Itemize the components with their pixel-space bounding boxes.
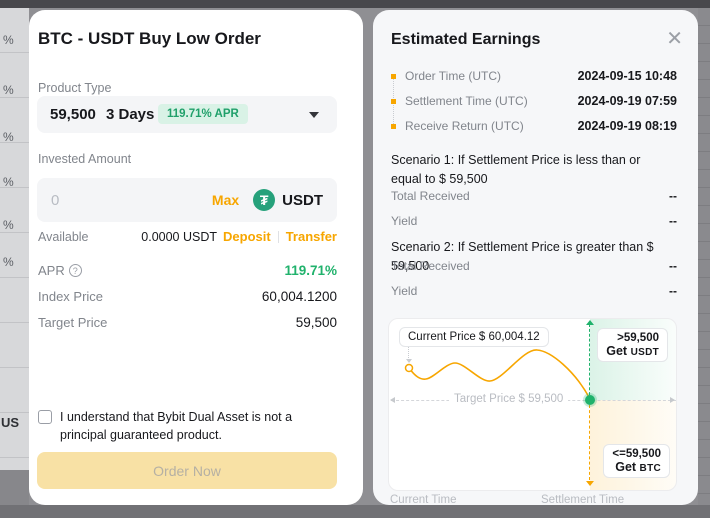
backdrop-percent: %	[3, 33, 14, 47]
scenario2-yield-row: Yield --	[391, 284, 677, 298]
invested-amount-label: Invested Amount	[38, 152, 132, 166]
timeline-row: Order Time (UTC) 2024-09-15 10:48	[391, 69, 677, 83]
estimated-earnings-panel: Estimated Earnings ✕ Order Time (UTC) 20…	[373, 10, 698, 506]
apr-help-icon[interactable]: ?	[68, 264, 82, 277]
get-asset: BTC	[639, 463, 661, 474]
invested-amount-input[interactable]	[51, 191, 212, 209]
backdrop-left-lower	[0, 470, 29, 505]
backdrop-left-text: US	[1, 415, 20, 430]
scenario2-title: Scenario 2: If Settlement Price is great…	[391, 240, 654, 273]
yield-value: --	[669, 214, 677, 228]
current-price-label: Current Price $ 60,004.12	[399, 327, 549, 347]
backdrop-percent: %	[3, 83, 14, 97]
settlement-time-label: Settlement Time (UTC)	[405, 94, 528, 108]
product-type-label: Product Type	[38, 81, 112, 95]
backdrop-percent: %	[3, 130, 14, 144]
timeline-row: Settlement Time (UTC) 2024-09-19 07:59	[391, 94, 677, 108]
apr-badge: 119.71% APR	[158, 104, 248, 124]
product-strike-price: 59,500	[50, 106, 96, 123]
settlement-time-label: Settlement Time	[541, 494, 625, 506]
backdrop-percent: %	[3, 255, 14, 269]
above-condition: >59,500	[617, 332, 659, 344]
index-price-label: Index Price	[38, 289, 104, 304]
target-price-line-label: Target Price $ 59,500	[449, 393, 569, 405]
arrow-down-icon	[586, 481, 594, 486]
index-price-value: 60,004.1200	[261, 289, 337, 304]
chevron-down-icon	[309, 112, 319, 118]
total-received-value: --	[669, 259, 677, 273]
timeline-marker	[391, 123, 396, 129]
above-target-outcome-label: >59,500 Get USDT	[597, 328, 668, 362]
settlement-intersection-dot	[585, 395, 595, 405]
get-prefix: Get	[606, 344, 628, 358]
agreement-text: I understand that Bybit Dual Asset is no…	[60, 410, 293, 442]
order-time-value: 2024-09-15 10:48	[577, 69, 677, 83]
available-row: Available 0.0000 USDT Deposit Transfer	[38, 229, 337, 244]
backdrop-right-table	[698, 8, 710, 505]
backdrop-percent: %	[3, 218, 14, 232]
available-value: 0.0000 USDT	[141, 229, 218, 244]
get-asset: USDT	[630, 347, 659, 358]
apr-label: APR	[38, 263, 65, 278]
order-card-title: BTC - USDT Buy Low Order	[38, 29, 261, 48]
arrow-up-icon	[586, 320, 594, 325]
max-button[interactable]: Max	[211, 192, 240, 208]
order-time-label: Order Time (UTC)	[405, 69, 501, 83]
target-price-value: 59,500	[295, 315, 337, 330]
receive-return-value: 2024-09-19 08:19	[577, 119, 677, 133]
close-icon[interactable]: ✕	[666, 28, 683, 50]
current-time-label: Current Time	[390, 494, 457, 506]
timeline-marker	[391, 73, 396, 79]
settlement-line-upper	[589, 324, 590, 400]
settlement-time-value: 2024-09-19 07:59	[577, 94, 677, 108]
settlement-line-lower	[589, 405, 590, 480]
target-price-label: Target Price	[38, 315, 108, 330]
current-price-connector	[408, 347, 409, 360]
agreement-checkbox[interactable]	[38, 410, 52, 424]
target-price-row: Target Price 59,500	[38, 315, 337, 330]
apr-value: 119.71%	[284, 263, 337, 278]
scenario2-total-row: Total Received --	[391, 259, 677, 273]
yield-label: Yield	[391, 214, 418, 228]
product-type-select[interactable]: 59,500 3 Days 119.71% APR	[37, 96, 337, 133]
total-received-value: --	[669, 189, 677, 203]
backdrop-left-table: % % % % % % US	[0, 8, 29, 470]
estimated-earnings-title: Estimated Earnings	[391, 31, 541, 48]
order-now-button[interactable]: Order Now	[37, 452, 337, 489]
get-prefix: Get	[615, 460, 637, 474]
usdt-icon: ₮	[253, 189, 276, 211]
backdrop-percent: %	[3, 175, 14, 189]
below-target-outcome-label: <=59,500 Get BTC	[603, 444, 670, 478]
currency-label: USDT	[282, 191, 323, 209]
invested-amount-box: Max ₮ USDT	[37, 178, 337, 222]
total-received-label: Total Received	[391, 189, 470, 203]
order-form-card: BTC - USDT Buy Low Order Product Type 59…	[29, 10, 363, 505]
deposit-link[interactable]: Deposit	[223, 229, 271, 244]
index-price-row: Index Price 60,004.1200	[38, 289, 337, 304]
scenario1-yield-row: Yield --	[391, 214, 677, 228]
price-curve	[404, 349, 591, 400]
timeline-row: Receive Return (UTC) 2024-09-19 08:19	[391, 119, 677, 133]
payoff-chart: Target Price $ 59,500 Current Price $ 60…	[388, 318, 677, 491]
receive-return-label: Receive Return (UTC)	[405, 119, 524, 133]
current-price-arrow-icon	[405, 359, 412, 363]
backdrop-top-bar	[0, 0, 710, 8]
product-duration: 3 Days	[106, 106, 155, 123]
scenario1-title: Scenario 1: If Settlement Price is less …	[391, 153, 641, 186]
transfer-link[interactable]: Transfer	[285, 229, 337, 244]
divider	[277, 230, 279, 243]
total-received-label: Total Received	[391, 259, 470, 273]
scenario1-total-row: Total Received --	[391, 189, 677, 203]
yield-value: --	[669, 284, 677, 298]
apr-row: APR ? 119.71%	[38, 263, 337, 278]
yield-label: Yield	[391, 284, 418, 298]
target-line-left-arrow-icon	[390, 397, 395, 403]
available-label: Available	[38, 229, 89, 244]
timeline-marker	[391, 98, 396, 104]
below-condition: <=59,500	[612, 448, 661, 460]
backdrop-bottom-bar	[0, 505, 710, 518]
agreement-section: I understand that Bybit Dual Asset is no…	[38, 409, 336, 445]
target-line-right-arrow-icon	[670, 397, 675, 403]
